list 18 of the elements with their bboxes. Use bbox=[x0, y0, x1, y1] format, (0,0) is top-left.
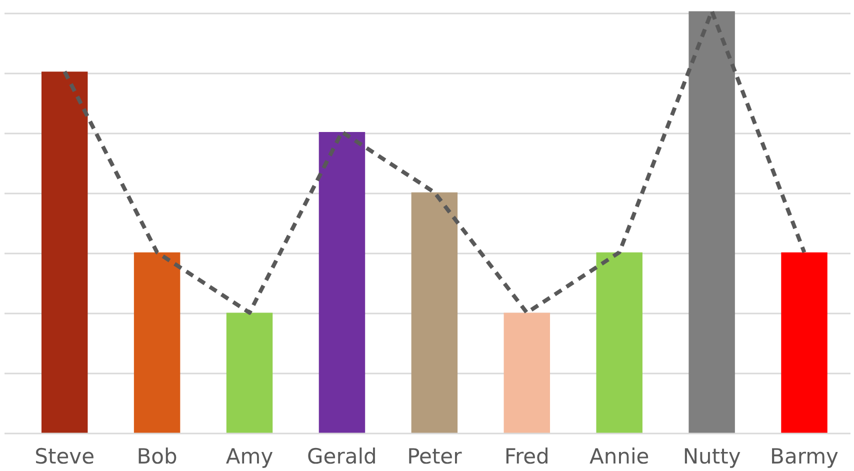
x-tick-label: Annie bbox=[589, 444, 650, 468]
x-tick-label: Nutty bbox=[682, 444, 741, 468]
bar bbox=[226, 312, 273, 434]
bar bbox=[596, 252, 642, 434]
bar bbox=[41, 72, 88, 434]
x-tick-label: Amy bbox=[226, 444, 274, 468]
bar bbox=[411, 192, 458, 434]
x-tick-label: Gerald bbox=[307, 444, 377, 468]
bar bbox=[504, 312, 550, 434]
bar bbox=[781, 252, 828, 434]
x-tick-label: Fred bbox=[504, 444, 550, 468]
bar bbox=[318, 132, 366, 434]
bar bbox=[688, 11, 735, 434]
x-tick-label: Barmy bbox=[770, 444, 838, 468]
x-tick-label: Peter bbox=[407, 444, 462, 468]
x-tick-label: Steve bbox=[34, 444, 95, 468]
x-tick-label: Bob bbox=[136, 444, 178, 468]
bar bbox=[134, 252, 180, 434]
